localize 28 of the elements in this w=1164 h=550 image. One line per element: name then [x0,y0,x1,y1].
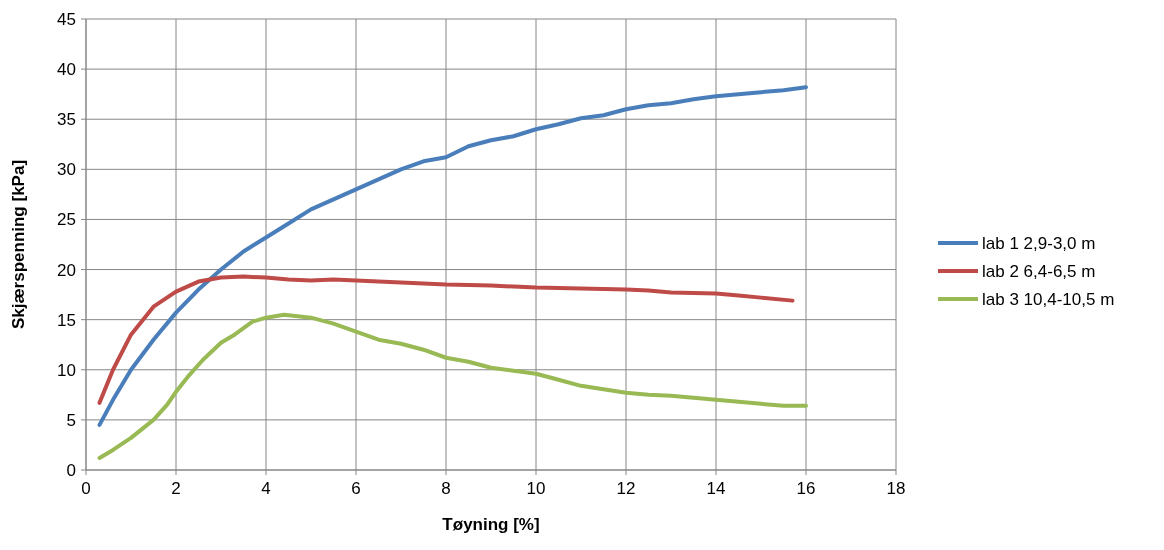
y-tick-label: 5 [66,410,76,430]
y-tick-label: 35 [57,110,76,130]
x-axis-title: Tøyning [%] [442,515,540,534]
line-series [97,312,808,460]
x-tick-label: 2 [171,479,181,498]
x-tick-label: 18 [886,479,906,498]
x-tick-label: 12 [616,479,636,498]
y-tick-label: 0 [66,461,76,480]
y-tick-label: 10 [57,360,76,380]
line-series [97,274,795,405]
y-tick-label: 40 [57,60,76,80]
y-tick-label: 30 [57,160,76,180]
legend-label: lab 3 10,4-10,5 m [982,290,1115,309]
y-tick-label: 20 [57,260,76,280]
x-tick-label: 0 [81,479,91,498]
x-tick-label: 8 [441,479,451,498]
y-tick-label: 15 [57,310,76,330]
line-series [97,85,808,427]
legend-label: lab 1 2,9-3,0 m [982,234,1096,253]
y-axis-title: Skjærspenning [kPa] [9,159,28,330]
legend-label: lab 2 6,4-6,5 m [982,262,1096,281]
y-tick-label: 45 [57,10,76,29]
y-tick-label: 25 [57,210,76,230]
x-tick-label: 4 [261,479,271,498]
x-tick-label: 16 [796,479,816,498]
x-tick-label: 10 [526,479,546,498]
x-tick-label: 6 [351,479,361,498]
x-tick-label: 14 [706,479,726,498]
